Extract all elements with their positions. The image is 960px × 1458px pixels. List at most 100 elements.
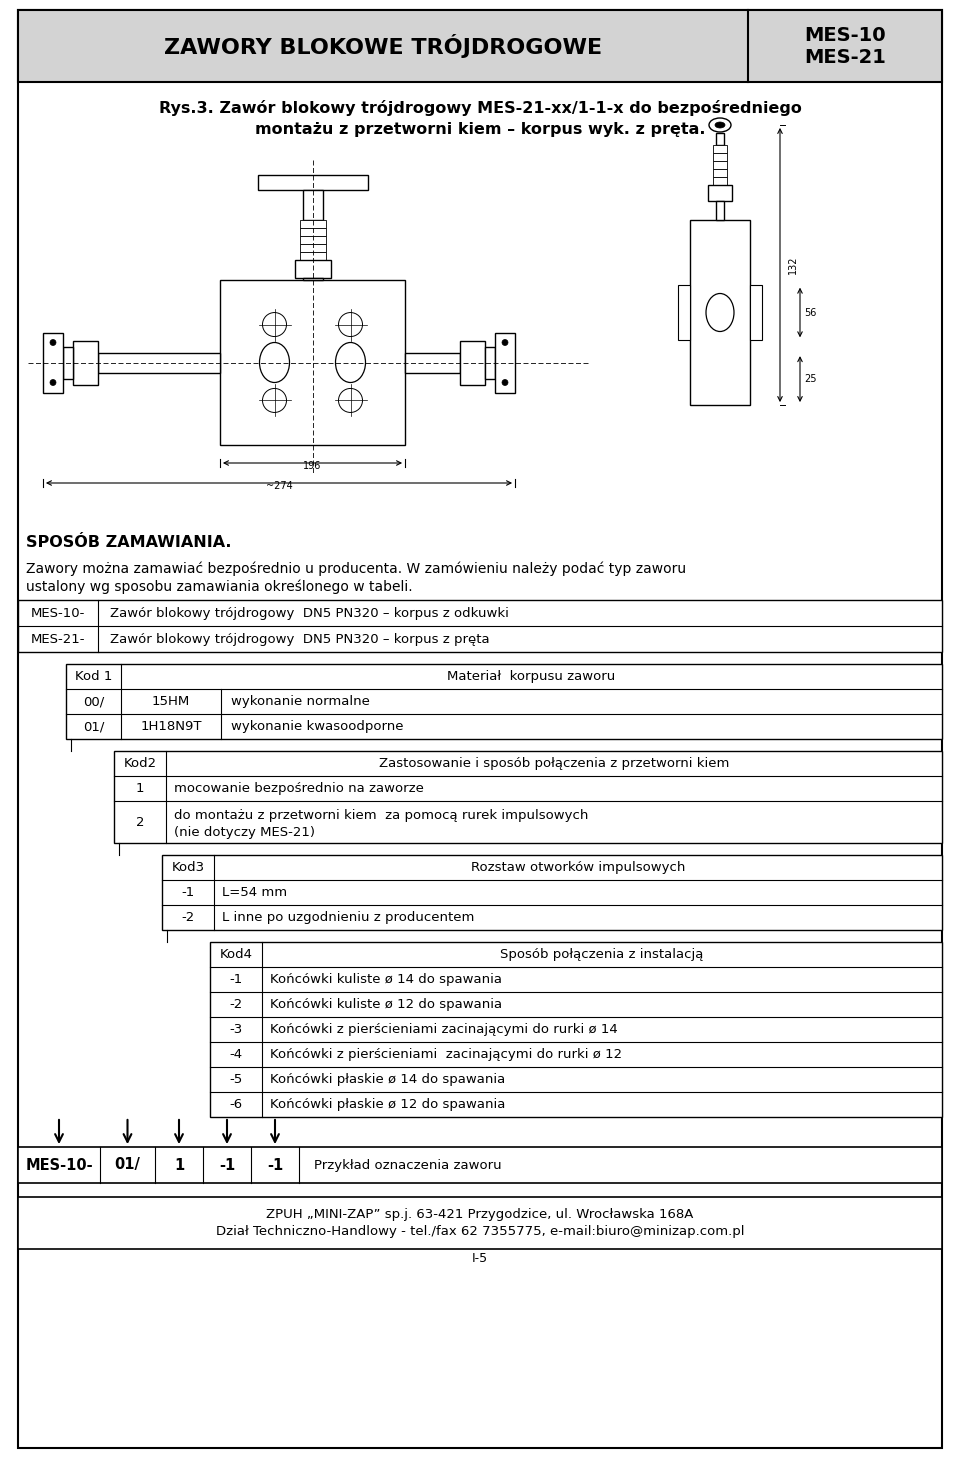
FancyBboxPatch shape [713,144,727,153]
Text: wykonanie normalne: wykonanie normalne [231,695,370,709]
Text: Zastosowanie i sposób połączenia z przetworni kiem: Zastosowanie i sposób połączenia z przet… [379,757,730,770]
FancyBboxPatch shape [708,185,732,201]
Text: -3: -3 [229,1024,243,1037]
Text: Przykład oznaczenia zaworu: Przykład oznaczenia zaworu [314,1159,502,1171]
Text: Dział Techniczno-Handlowy - tel./fax 62 7355775, e-mail:biuro@minizap.com.pl: Dział Techniczno-Handlowy - tel./fax 62 … [216,1225,744,1238]
Text: wykonanie kwasoodporne: wykonanie kwasoodporne [231,720,403,733]
Text: Kod 1: Kod 1 [75,671,112,682]
Text: -6: -6 [229,1098,243,1111]
Text: ZAWORY BLOKOWE TRÓJDROGOWE: ZAWORY BLOKOWE TRÓJDROGOWE [164,34,602,58]
Text: 15HM: 15HM [152,695,190,709]
FancyBboxPatch shape [300,243,325,252]
FancyBboxPatch shape [220,280,405,445]
Text: -1: -1 [181,886,195,900]
FancyBboxPatch shape [485,347,495,379]
FancyBboxPatch shape [18,1147,942,1182]
Text: 2: 2 [135,815,144,828]
FancyBboxPatch shape [690,220,750,405]
Text: Końcówki z pierścieniami zacinającymi do rurki ø 14: Końcówki z pierścieniami zacinającymi do… [270,1024,617,1037]
Text: 25: 25 [804,375,817,383]
Text: Rys.3. Zawór blokowy trójdrogowy MES-21-xx/1-1-x do bezpośredniego: Rys.3. Zawór blokowy trójdrogowy MES-21-… [158,101,802,117]
Text: mocowanie bezpośrednio na zaworze: mocowanie bezpośrednio na zaworze [174,781,424,795]
Text: MES-21-: MES-21- [31,633,85,646]
Text: ZPUH „MINI-ZAP” sp.j. 63-421 Przygodzice, ul. Wrocławska 168A: ZPUH „MINI-ZAP” sp.j. 63-421 Przygodzice… [266,1207,694,1220]
Circle shape [50,340,56,346]
Text: (nie dotyczy MES-21): (nie dotyczy MES-21) [174,825,315,838]
Text: do montażu z przetworni kiem  za pomocą rurek impulsowych: do montażu z przetworni kiem za pomocą r… [174,809,588,821]
FancyBboxPatch shape [495,332,515,392]
Text: Kod4: Kod4 [220,948,252,961]
FancyBboxPatch shape [18,10,942,82]
FancyBboxPatch shape [713,176,727,185]
Text: Końcówki płaskie ø 12 do spawania: Końcówki płaskie ø 12 do spawania [270,1098,505,1111]
FancyBboxPatch shape [300,236,325,243]
Text: ~274: ~274 [266,481,293,491]
Text: 1H18N9T: 1H18N9T [140,720,202,733]
FancyBboxPatch shape [750,284,762,340]
FancyBboxPatch shape [713,153,727,160]
FancyBboxPatch shape [257,175,368,190]
Text: 01/: 01/ [83,720,105,733]
Text: -2: -2 [229,997,243,1010]
Text: -1: -1 [219,1158,235,1172]
Text: 56: 56 [804,308,816,318]
FancyBboxPatch shape [405,353,460,372]
Text: Końcówki płaskie ø 14 do spawania: Końcówki płaskie ø 14 do spawania [270,1073,505,1086]
Text: Sposób połączenia z instalacją: Sposób połączenia z instalacją [500,948,704,961]
FancyBboxPatch shape [716,201,724,220]
Text: montażu z przetworni kiem – korpus wyk. z pręta.: montażu z przetworni kiem – korpus wyk. … [254,122,706,137]
Text: Zawór blokowy trójdrogowy  DN5 PN320 – korpus z odkuwki: Zawór blokowy trójdrogowy DN5 PN320 – ko… [110,607,509,620]
FancyBboxPatch shape [678,284,690,340]
Text: Rozstaw otworków impulsowych: Rozstaw otworków impulsowych [470,862,685,873]
Text: 132: 132 [788,255,798,274]
FancyBboxPatch shape [302,278,323,280]
Text: I-5: I-5 [472,1252,488,1266]
FancyBboxPatch shape [295,260,330,278]
Text: 01/: 01/ [114,1158,140,1172]
Text: Kod2: Kod2 [124,757,156,770]
FancyBboxPatch shape [66,663,942,739]
FancyBboxPatch shape [18,10,942,1448]
Circle shape [502,340,508,346]
FancyBboxPatch shape [460,341,485,385]
FancyBboxPatch shape [162,854,942,930]
Text: 1: 1 [135,781,144,795]
Text: SPOSÓB ZAMAWIANIA.: SPOSÓB ZAMAWIANIA. [26,535,231,550]
Text: -4: -4 [229,1048,243,1061]
Text: -1: -1 [267,1158,283,1172]
Text: Końcówki z pierścieniami  zacinającymi do rurki ø 12: Końcówki z pierścieniami zacinającymi do… [270,1048,622,1061]
FancyBboxPatch shape [300,227,325,236]
FancyBboxPatch shape [716,133,724,144]
FancyBboxPatch shape [43,332,63,392]
Text: Końcówki kuliste ø 12 do spawania: Końcówki kuliste ø 12 do spawania [270,997,502,1010]
Text: -5: -5 [229,1073,243,1086]
FancyBboxPatch shape [73,341,98,385]
Text: Zawór blokowy trójdrogowy  DN5 PN320 – korpus z pręta: Zawór blokowy trójdrogowy DN5 PN320 – ko… [110,633,490,646]
FancyBboxPatch shape [98,353,220,372]
FancyBboxPatch shape [63,347,73,379]
Text: -1: -1 [229,972,243,986]
Circle shape [502,379,508,385]
FancyBboxPatch shape [302,190,323,220]
Text: MES-10-: MES-10- [25,1158,93,1172]
FancyBboxPatch shape [18,601,942,652]
Text: Zawory można zamawiać bezpośrednio u producenta. W zamówieniu należy podać typ z: Zawory można zamawiać bezpośrednio u pro… [26,561,686,576]
FancyBboxPatch shape [713,160,727,169]
Ellipse shape [715,122,725,128]
FancyBboxPatch shape [114,751,942,843]
Text: 00/: 00/ [83,695,104,709]
Text: Końcówki kuliste ø 14 do spawania: Końcówki kuliste ø 14 do spawania [270,972,502,986]
Text: -2: -2 [181,911,195,924]
Text: 196: 196 [303,461,322,471]
Text: L inne po uzgodnieniu z producentem: L inne po uzgodnieniu z producentem [222,911,474,924]
Text: L=54 mm: L=54 mm [222,886,287,900]
Text: Kod3: Kod3 [172,862,204,873]
Text: ustalony wg sposobu zamawiania określonego w tabeli.: ustalony wg sposobu zamawiania określone… [26,579,413,593]
FancyBboxPatch shape [18,1197,942,1250]
FancyBboxPatch shape [713,169,727,176]
Text: Materiał  korpusu zaworu: Materiał korpusu zaworu [447,671,615,682]
Text: 1: 1 [174,1158,184,1172]
Text: MES-10
MES-21: MES-10 MES-21 [804,25,886,67]
FancyBboxPatch shape [300,252,325,260]
Circle shape [50,379,56,385]
